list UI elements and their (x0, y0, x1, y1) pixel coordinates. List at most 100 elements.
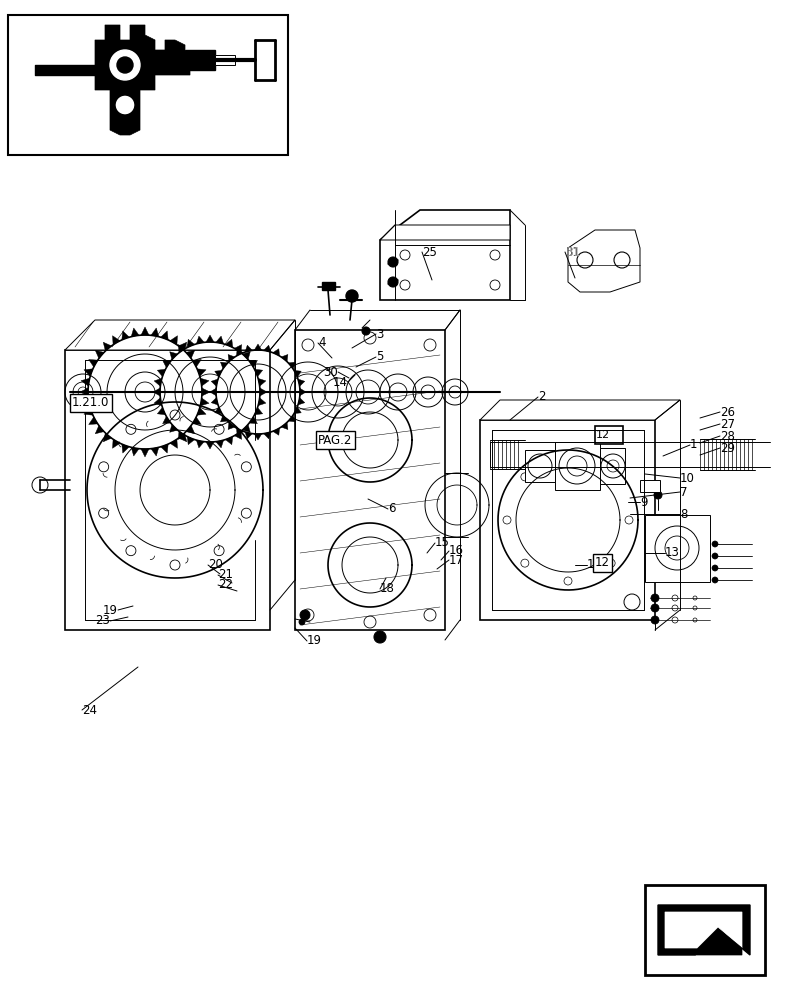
Text: 28: 28 (720, 430, 735, 442)
Polygon shape (65, 350, 270, 630)
Polygon shape (196, 440, 204, 448)
Polygon shape (103, 342, 112, 351)
Bar (215, 55, 235, 65)
Text: 31: 31 (565, 245, 581, 258)
Polygon shape (254, 407, 263, 415)
Polygon shape (211, 379, 218, 386)
Circle shape (374, 631, 386, 643)
Polygon shape (600, 448, 625, 484)
Text: 23: 23 (95, 614, 110, 628)
Circle shape (651, 594, 659, 602)
Polygon shape (272, 349, 280, 356)
Polygon shape (245, 345, 253, 352)
Polygon shape (254, 344, 262, 350)
Polygon shape (281, 422, 288, 430)
Text: 27: 27 (720, 418, 735, 430)
Polygon shape (249, 416, 257, 424)
Circle shape (117, 57, 133, 73)
Polygon shape (665, 912, 742, 948)
Polygon shape (525, 450, 555, 482)
Polygon shape (89, 360, 97, 367)
Polygon shape (237, 428, 243, 435)
Polygon shape (162, 416, 171, 424)
Polygon shape (210, 388, 216, 396)
Text: 9: 9 (640, 495, 648, 508)
Polygon shape (658, 905, 750, 955)
Circle shape (712, 553, 718, 559)
Polygon shape (161, 331, 168, 340)
Polygon shape (237, 349, 243, 356)
Text: 4: 4 (318, 336, 326, 350)
Bar (595, 426, 623, 444)
Polygon shape (153, 388, 160, 396)
Polygon shape (187, 339, 195, 347)
Text: 17: 17 (449, 554, 464, 566)
Text: 29: 29 (720, 442, 735, 454)
Text: 5: 5 (376, 351, 383, 363)
Polygon shape (380, 225, 510, 240)
Polygon shape (288, 362, 295, 369)
Polygon shape (131, 447, 139, 456)
Polygon shape (322, 282, 335, 290)
Polygon shape (162, 360, 171, 368)
Polygon shape (300, 388, 306, 396)
Polygon shape (112, 439, 120, 448)
Polygon shape (186, 425, 195, 434)
Text: 19: 19 (103, 603, 118, 616)
Polygon shape (192, 417, 201, 424)
Polygon shape (258, 378, 266, 386)
Polygon shape (380, 210, 510, 300)
Polygon shape (151, 328, 159, 337)
Polygon shape (660, 530, 700, 570)
Polygon shape (122, 444, 129, 453)
Polygon shape (264, 432, 271, 439)
Polygon shape (197, 369, 206, 376)
Text: 3: 3 (376, 328, 383, 340)
Polygon shape (131, 328, 139, 337)
Circle shape (362, 327, 370, 335)
Polygon shape (272, 428, 280, 435)
Polygon shape (95, 350, 104, 359)
Polygon shape (228, 354, 235, 362)
Polygon shape (200, 398, 209, 406)
Polygon shape (186, 350, 195, 359)
Polygon shape (220, 415, 227, 422)
Polygon shape (84, 408, 93, 415)
Polygon shape (187, 437, 195, 445)
Polygon shape (154, 378, 162, 386)
Polygon shape (480, 400, 680, 420)
Polygon shape (234, 431, 242, 439)
Polygon shape (95, 425, 104, 434)
Polygon shape (254, 434, 262, 440)
Text: 15: 15 (435, 536, 450, 550)
Text: PAG.2: PAG.2 (318, 434, 352, 446)
Polygon shape (122, 331, 129, 340)
Polygon shape (242, 424, 250, 432)
Polygon shape (242, 352, 250, 360)
Polygon shape (695, 930, 742, 955)
Polygon shape (65, 320, 295, 350)
Polygon shape (110, 90, 140, 135)
Polygon shape (298, 379, 305, 386)
Circle shape (651, 616, 659, 624)
Polygon shape (141, 327, 149, 335)
Polygon shape (178, 342, 187, 351)
Text: 6: 6 (388, 502, 395, 516)
Bar (640, 480, 660, 492)
Circle shape (115, 95, 135, 115)
Polygon shape (215, 370, 222, 377)
Text: 30: 30 (323, 365, 338, 378)
Text: 19: 19 (307, 635, 322, 648)
Text: 2: 2 (538, 390, 546, 403)
Polygon shape (81, 398, 89, 406)
Polygon shape (568, 230, 640, 292)
Bar (645, 885, 765, 975)
Circle shape (712, 541, 718, 547)
Polygon shape (298, 398, 305, 405)
Polygon shape (80, 388, 88, 396)
Polygon shape (245, 432, 253, 439)
Text: 11: 11 (587, 558, 602, 572)
Bar (185, 50, 215, 70)
Polygon shape (161, 444, 168, 453)
Polygon shape (202, 388, 210, 396)
